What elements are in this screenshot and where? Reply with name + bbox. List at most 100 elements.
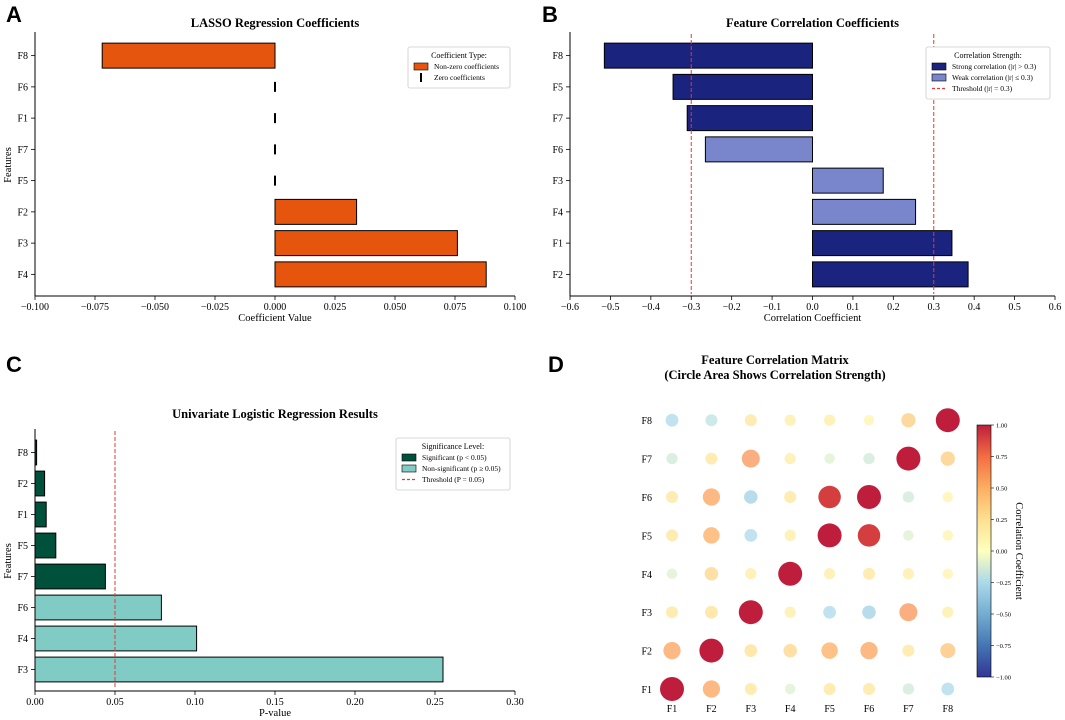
xtick-label-7: 0.1 — [847, 302, 860, 313]
ytick-label-F5: F5 — [17, 176, 28, 187]
ytick-label-F7: F7 — [17, 572, 28, 583]
ytick-label-F4: F4 — [17, 634, 28, 645]
xtick-label-10: 0.4 — [968, 302, 981, 313]
ytick-label-F4: F4 — [17, 270, 28, 281]
xtick-label-7: 0.075 — [444, 302, 467, 313]
bar-F4 — [274, 261, 487, 288]
xtick-label-1: −0.075 — [81, 302, 109, 313]
bar-F7 — [686, 105, 813, 132]
ytick-label-F5: F5 — [17, 541, 28, 552]
cell-F6-F5 — [818, 485, 841, 509]
bar-F1 — [34, 501, 47, 528]
ytick-label-F3: F3 — [552, 176, 563, 187]
ytick-label-F1: F1 — [17, 114, 28, 125]
bar-F3 — [274, 230, 458, 257]
cell-F3-F2 — [705, 605, 718, 619]
cell-F8-F1 — [665, 413, 679, 427]
bar-F5 — [672, 73, 813, 100]
colorbar — [976, 424, 992, 678]
cell-F8-F7 — [901, 413, 916, 428]
xtick-label-11: 0.5 — [1008, 302, 1021, 313]
ytick-label-F8: F8 — [17, 51, 28, 62]
cell-F1-F5 — [823, 683, 836, 695]
xtick-label-2: −0.4 — [642, 302, 660, 313]
legend-box — [925, 46, 1051, 100]
xtick-label-4: 0.20 — [346, 697, 364, 708]
cell-F4-F8 — [942, 568, 954, 580]
col-label-F8: F8 — [943, 704, 954, 715]
legend-title: Correlation Strength: — [954, 51, 1022, 60]
chart-title-line-1: Feature Correlation Matrix — [701, 353, 849, 367]
cell-F8-F6 — [863, 414, 875, 426]
cell-F3-F5 — [823, 605, 836, 619]
cell-F4-F1 — [666, 568, 678, 580]
col-label-F5: F5 — [824, 704, 835, 715]
bar-F6 — [704, 136, 813, 163]
legend-label-0: Non-zero coefficients — [434, 62, 499, 71]
cell-F7-F6 — [863, 452, 875, 465]
colorbar-tick-label-0: 1.00 — [996, 423, 1007, 430]
cell-F5-F1 — [666, 529, 678, 542]
y-axis-label: Features — [3, 147, 14, 183]
ytick-label-F4: F4 — [552, 207, 563, 218]
xtick-label-6: 0.30 — [506, 697, 524, 708]
ytick-label-F7: F7 — [552, 114, 563, 125]
col-label-F6: F6 — [864, 704, 875, 715]
cell-F1-F1 — [660, 677, 684, 701]
cell-F8-F4 — [784, 414, 796, 426]
ytick-label-F3: F3 — [17, 665, 28, 676]
ytick-label-F8: F8 — [552, 51, 563, 62]
cell-F4-F7 — [902, 568, 915, 580]
panel-label-d: D — [548, 352, 564, 377]
legend-box — [395, 437, 511, 491]
cell-F7-F5 — [824, 453, 835, 464]
row-label-F4: F4 — [641, 570, 652, 581]
bar-F2 — [34, 470, 46, 497]
xtick-label-3: −0.025 — [201, 302, 229, 313]
col-label-F1: F1 — [667, 704, 678, 715]
cell-F1-F2 — [702, 680, 721, 698]
xtick-label-9: 0.3 — [928, 302, 941, 313]
xtick-label-2: −0.050 — [141, 302, 169, 313]
ytick-label-F6: F6 — [17, 603, 28, 614]
col-label-F3: F3 — [746, 704, 757, 715]
col-label-F4: F4 — [785, 704, 796, 715]
chart-title: Univariate Logistic Regression Results — [172, 407, 378, 421]
cell-F7-F8 — [940, 451, 955, 466]
bar-F5 — [34, 532, 57, 559]
xtick-label-0: −0.100 — [21, 302, 49, 313]
ytick-label-F2: F2 — [552, 270, 563, 281]
bar-F6 — [34, 594, 162, 621]
ytick-label-F7: F7 — [17, 145, 28, 156]
cell-F8-F2 — [705, 414, 718, 427]
chart-title: LASSO Regression Coefficients — [191, 16, 360, 30]
bar-F8 — [603, 42, 814, 69]
cell-F1-F3 — [744, 683, 757, 695]
bar-F7 — [34, 563, 106, 590]
ytick-label-F2: F2 — [17, 479, 28, 490]
cell-F8-F5 — [823, 414, 836, 426]
cell-F2-F4 — [783, 643, 797, 658]
chart-title-line-2: (Circle Area Shows Correlation Strength) — [664, 368, 885, 382]
cell-F6-F8 — [942, 491, 954, 503]
row-label-F8: F8 — [641, 416, 652, 427]
cell-F5-F6 — [857, 524, 881, 547]
cell-F2-F6 — [860, 641, 878, 660]
ytick-label-F3: F3 — [17, 239, 28, 250]
xtick-label-0: −0.6 — [561, 302, 579, 313]
cell-F3-F6 — [862, 605, 876, 619]
legend-title: Significance Level: — [422, 442, 484, 451]
row-label-F6: F6 — [641, 493, 652, 504]
colorbar-tick-label-6: −0.50 — [996, 612, 1011, 619]
ytick-label-F1: F1 — [552, 239, 563, 250]
cell-F7-F2 — [705, 452, 718, 465]
colorbar-tick-label-3: 0.25 — [996, 517, 1007, 524]
cell-F4-F5 — [823, 568, 836, 580]
cell-F6-F7 — [902, 491, 915, 503]
legend-label-0: Significant (p < 0.05) — [422, 453, 487, 462]
bar-F3 — [812, 167, 884, 194]
cell-F6-F1 — [666, 491, 678, 503]
cell-F7-F4 — [784, 452, 796, 465]
legend-swatch-0 — [413, 62, 429, 71]
